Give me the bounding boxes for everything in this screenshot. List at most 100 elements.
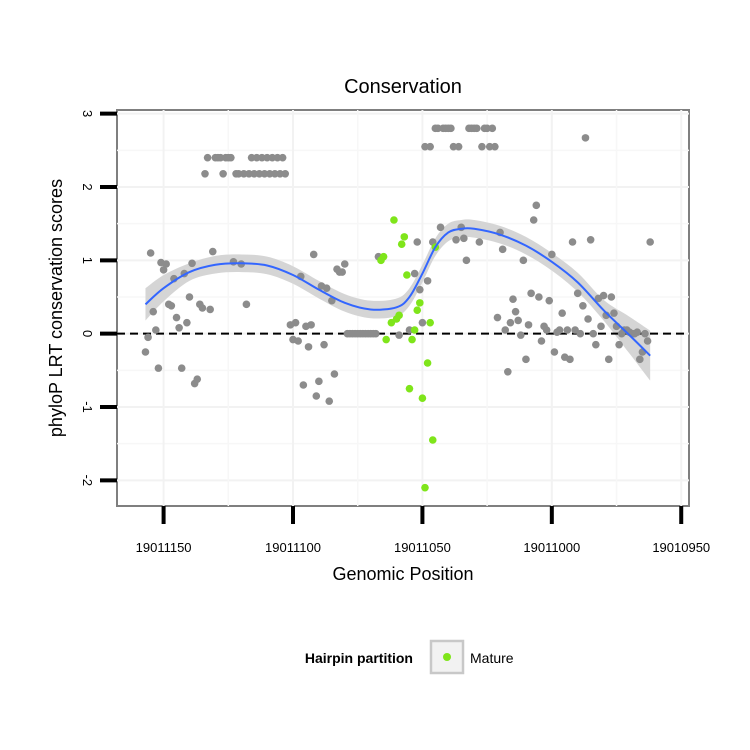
other-point [452, 236, 460, 244]
other-point [504, 368, 512, 376]
other-point [599, 291, 608, 300]
other-point [395, 331, 403, 339]
other-point [423, 277, 432, 285]
mature-point [421, 483, 429, 492]
other-point [294, 337, 302, 345]
other-point [563, 326, 572, 334]
mature-point [408, 335, 416, 344]
other-point [307, 321, 315, 329]
other-point [522, 355, 530, 364]
other-point [607, 293, 616, 301]
other-point [208, 247, 217, 256]
other-point [146, 249, 155, 257]
other-point [529, 216, 538, 224]
other-point [159, 266, 168, 274]
other-point [338, 268, 346, 276]
legend: Hairpin partition Mature [305, 639, 514, 675]
other-point [509, 295, 517, 304]
mature-point [379, 252, 388, 261]
other-point [229, 258, 238, 266]
other-point [183, 318, 191, 327]
confidence-band [145, 219, 651, 381]
other-point [185, 293, 194, 301]
mature-point [428, 436, 437, 444]
other-point [242, 300, 251, 309]
other-point [462, 256, 471, 265]
data-points [141, 124, 654, 492]
other-point [149, 307, 158, 316]
mature-point [395, 311, 403, 320]
other-point [545, 296, 554, 305]
other-point [198, 304, 207, 312]
other-point [206, 305, 214, 314]
other-point [516, 331, 525, 339]
other-point [162, 260, 170, 268]
x-tick-label: 19010950 [652, 540, 710, 555]
x-tick-label: 19011050 [394, 540, 451, 555]
smooth-trend [144, 227, 651, 357]
other-point [586, 236, 595, 244]
other-point [633, 328, 642, 337]
x-tick-label: 19011000 [523, 540, 580, 555]
other-point [416, 285, 424, 294]
other-point [203, 153, 212, 162]
other-point [309, 250, 318, 259]
mature-point [423, 359, 432, 367]
other-point [312, 392, 321, 400]
other-point [535, 293, 543, 301]
other-point [506, 318, 515, 327]
other-point [636, 355, 644, 364]
other-point [491, 142, 499, 151]
other-point [291, 318, 300, 327]
other-point [322, 284, 331, 293]
other-point [340, 260, 349, 268]
mature-point [405, 384, 414, 393]
other-point [524, 321, 533, 329]
y-tick-label: 3 [80, 110, 95, 117]
legend-label-mature: Mature [470, 650, 514, 666]
other-point [589, 329, 598, 338]
other-point [548, 250, 556, 259]
other-point [584, 315, 592, 323]
other-point [488, 124, 497, 133]
other-point [568, 238, 577, 246]
other-point [573, 289, 582, 298]
other-point [501, 326, 510, 334]
mature-point [413, 306, 422, 315]
other-point [418, 318, 427, 327]
other-point [555, 326, 564, 334]
other-point [646, 238, 654, 246]
other-point [475, 238, 484, 246]
y-tick-label: 1 [80, 257, 95, 264]
other-point [193, 375, 202, 383]
y-tick-label: -2 [80, 475, 95, 487]
other-point [527, 289, 535, 298]
mature-point [426, 318, 434, 327]
other-point [304, 343, 313, 351]
other-point [320, 340, 328, 349]
other-point [604, 355, 613, 364]
other-point [172, 313, 181, 322]
other-point [472, 124, 481, 133]
other-point [519, 256, 528, 265]
other-point [498, 245, 507, 254]
confidence-band-area [145, 219, 651, 381]
other-point [141, 348, 150, 356]
y-tick-label: -1 [80, 401, 95, 413]
x-tick-label: 19011150 [136, 540, 192, 555]
other-point [592, 340, 600, 349]
other-point [643, 337, 652, 345]
other-point [152, 326, 160, 334]
mature-point [416, 299, 424, 307]
other-point [460, 234, 468, 243]
mature-point [382, 335, 390, 344]
other-point [315, 377, 323, 386]
other-point [177, 364, 186, 372]
other-point [201, 170, 209, 178]
other-point [154, 364, 163, 372]
y-tick-label: 0 [80, 330, 95, 337]
other-point [175, 324, 183, 332]
other-point [576, 329, 585, 338]
other-point [641, 329, 649, 338]
